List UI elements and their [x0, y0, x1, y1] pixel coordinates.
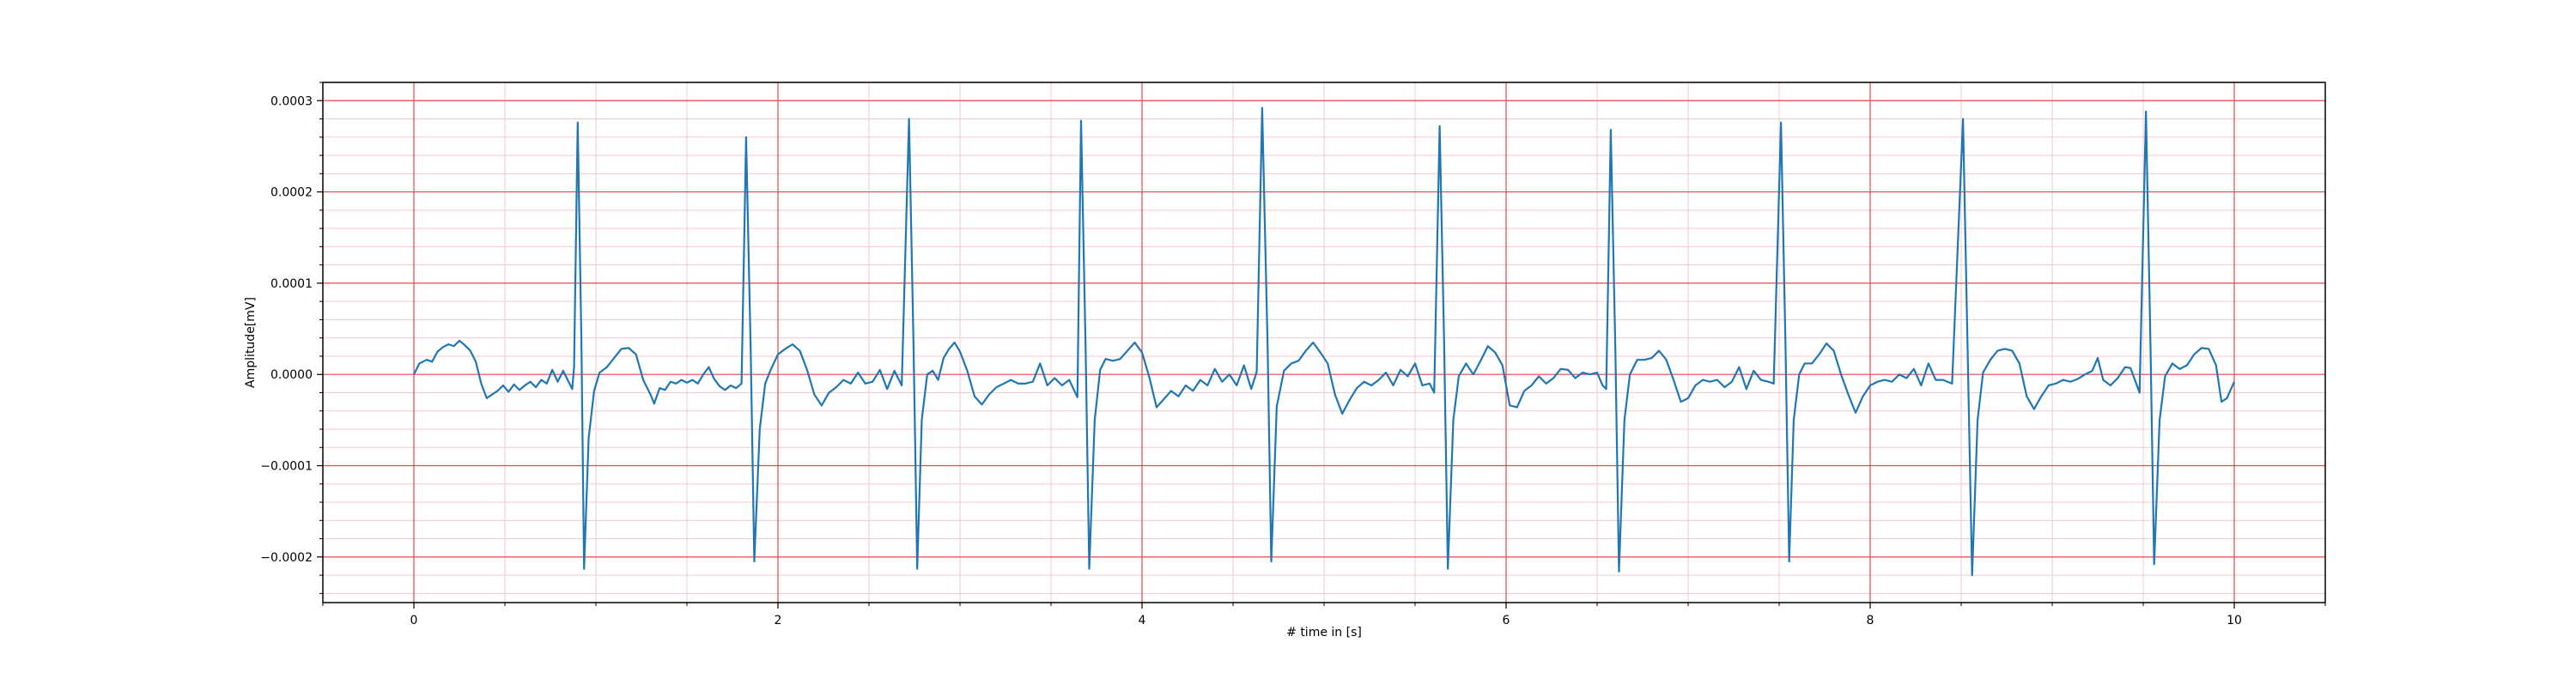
x-tick-label: 0	[410, 614, 418, 627]
series-layer	[413, 106, 2236, 577]
y-axis-label: Amplitude[mV]	[244, 297, 258, 388]
y-tick-label: −0.0001	[260, 460, 313, 474]
x-tick-label: 8	[1867, 614, 1874, 627]
x-tick-label: 2	[775, 614, 782, 627]
y-axis-ticks: −0.0002 −0.0001 0.0000 0.0001 0.0002 0.0003	[260, 82, 323, 594]
x-tick-label: 6	[1503, 614, 1510, 627]
y-tick-label: 0.0001	[270, 277, 313, 291]
x-axis-label: # time in [s]	[1286, 626, 1362, 639]
y-tick-label: 0.0003	[270, 94, 313, 108]
y-tick-label: 0.0000	[270, 368, 313, 382]
y-tick-label: 0.0002	[270, 186, 313, 200]
x-tick-label: 4	[1139, 614, 1146, 627]
minor-grid	[322, 82, 2326, 603]
x-axis-ticks: 0 2 4 6 8 10	[322, 603, 2326, 627]
x-tick-label: 10	[2227, 614, 2242, 627]
y-tick-label: −0.0002	[260, 551, 313, 565]
major-grid	[323, 82, 2325, 603]
ecg-series-line	[413, 106, 2236, 577]
